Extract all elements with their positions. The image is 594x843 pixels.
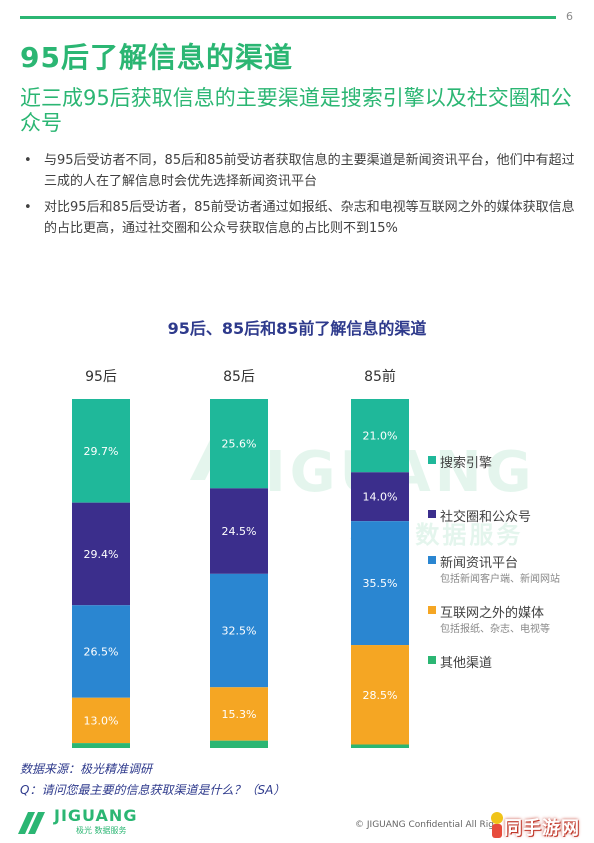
legend-item-social: 社交圈和公众号 <box>428 506 594 528</box>
bar-segment <box>351 521 409 646</box>
data-label: 24.5% <box>222 525 257 538</box>
page-subtitle: 近三成95后获取信息的主要渠道是搜索引擎以及社交圈和公众号 <box>20 86 572 135</box>
logo-subtext: 极光 数据服务 <box>76 826 127 835</box>
legend-label: 其他渠道 <box>440 656 493 671</box>
bar-segment <box>210 687 268 741</box>
data-source: 数据来源：极光精准调研 <box>20 762 153 776</box>
data-label: 29.4% <box>84 548 119 561</box>
bar-segment <box>351 399 409 473</box>
data-label: 13.0% <box>84 714 119 727</box>
badge-text: 同手游网 <box>504 818 580 839</box>
legend-swatch <box>428 606 436 614</box>
category-label: 95后 <box>85 369 117 385</box>
legend-label: 搜索引擎 <box>440 456 493 471</box>
legend-item-search: 搜索引擎 <box>428 452 594 474</box>
legend-label: 互联网之外的媒体 <box>440 606 545 621</box>
bar-segment <box>72 743 130 748</box>
bar-segment <box>210 399 268 489</box>
bar-segment <box>72 605 130 698</box>
legend-swatch <box>428 456 436 464</box>
data-label: 28.5% <box>363 689 398 702</box>
badge-mascot-icon <box>491 812 503 838</box>
data-label: 21.0% <box>363 430 398 443</box>
chart-legend: 搜索引擎 社交圈和公众号 新闻资讯平台 包括新闻客户端、新闻网站 互联网之外的媒… <box>428 452 594 678</box>
page-title: 95后了解信息的渠道 <box>20 41 293 74</box>
data-label: 32.5% <box>222 625 257 638</box>
page-number: 6 <box>566 10 573 23</box>
bar-segment <box>351 645 409 745</box>
top-rule <box>20 16 556 19</box>
data-label: 29.7% <box>84 445 119 458</box>
legend-note: 包括新闻客户端、新闻网站 <box>440 574 560 585</box>
survey-question: Q：请问您最主要的信息获取渠道是什么？（SA） <box>20 783 286 797</box>
jiguang-logo-icon <box>18 812 45 834</box>
bar-segment <box>210 573 268 688</box>
bullet-list: • 与95后受访者不同，85后和85前受访者获取信息的主要渠道是新闻资讯平台，他们… <box>20 150 575 244</box>
data-label: 35.5% <box>363 577 398 590</box>
data-label: 26.5% <box>84 646 119 659</box>
legend-label: 社交圈和公众号 <box>440 510 532 525</box>
category-label: 85后 <box>223 369 255 385</box>
legend-swatch <box>428 556 436 564</box>
stacked-bar-chart: 95后 29.7% 29.4% 26.5% 13.0% 85后 25.6% 24.5% 32.5… <box>72 368 409 748</box>
bullet-item: • 与95后受访者不同，85后和85前受访者获取信息的主要渠道是新闻资讯平台，他们… <box>20 150 575 192</box>
bar-segment <box>72 502 130 606</box>
legend-swatch <box>428 656 436 664</box>
site-badge: 同手游网 <box>488 808 592 842</box>
logo-text: JIGUANG <box>54 806 138 825</box>
legend-item-offline: 互联网之外的媒体 包括报纸、杂志、电视等 <box>428 602 594 646</box>
legend-note: 包括报纸、杂志、电视等 <box>440 624 550 635</box>
legend-item-news: 新闻资讯平台 包括新闻客户端、新闻网站 <box>428 552 594 596</box>
legend-item-other: 其他渠道 <box>428 652 594 674</box>
bar-segment <box>351 744 409 748</box>
bar-segment <box>351 472 409 522</box>
bar-segment <box>72 697 130 744</box>
bullet-item: • 对比95后和85后受访者，85前受访者通过如报纸、杂志和电视等互联网之外的媒体… <box>20 197 575 239</box>
footer-copyright: © JIGUANG Confidential All Rig <box>355 820 494 830</box>
bullet-text: 与95后受访者不同，85后和85前受访者获取信息的主要渠道是新闻资讯平台，他们中… <box>44 153 575 189</box>
bullet-text: 对比95后和85后受访者，85前受访者通过如报纸、杂志和电视等互联网之外的媒体获… <box>44 200 575 236</box>
legend-label: 新闻资讯平台 <box>440 556 519 571</box>
data-label: 15.3% <box>222 708 257 721</box>
bullet-dot-icon: • <box>24 153 32 168</box>
jiguang-logo: JIGUANG 极光 数据服务 <box>14 806 164 840</box>
bar-segment <box>210 488 268 574</box>
bullet-dot-icon: • <box>24 200 32 215</box>
bar-segment <box>72 399 130 503</box>
legend-swatch <box>428 510 436 518</box>
data-label: 25.6% <box>222 438 257 451</box>
data-label: 14.0% <box>363 491 398 504</box>
bar-segment <box>210 740 268 748</box>
category-label: 85前 <box>364 368 396 385</box>
chart-title: 95后、85后和85前了解信息的渠道 <box>167 319 427 338</box>
